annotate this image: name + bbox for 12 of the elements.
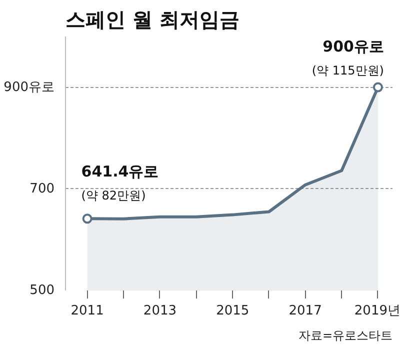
text: 자료=유로스타트 (298, 328, 393, 342)
x-tick-label: 2019년 (354, 304, 400, 318)
data-label: 641.4유로 (약 82만원) (81, 162, 159, 203)
y-tick-label: 700 (30, 181, 55, 196)
x-tick-label: 2017 (288, 304, 322, 318)
x-tick-label: 2013 (143, 304, 177, 318)
chart-title: 스페인 월 최저임금 (66, 8, 240, 32)
y-tick-label: 900유로 (4, 80, 55, 95)
x-tick-label: 2011 (70, 304, 104, 318)
x-tick-label: 2015 (216, 304, 250, 318)
y-tick-label: 500 (30, 283, 55, 298)
data-label: 900유로 (약 115만원) (312, 37, 384, 78)
